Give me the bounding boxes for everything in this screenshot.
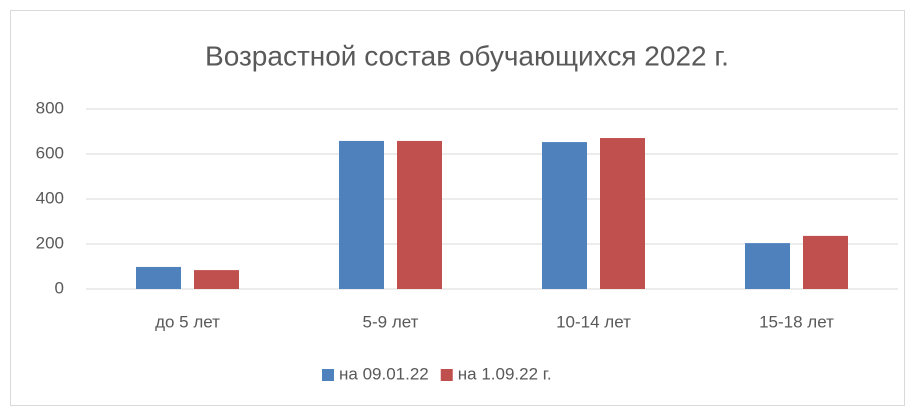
bar [397,140,442,289]
bar [803,235,848,289]
legend-label: на 09.01.22 [339,364,429,383]
chart-title: Возрастной состав обучающихся 2022 г. [205,40,729,71]
bar [136,266,181,289]
chart-border [10,10,905,406]
x-tick-label: 15-18 лет [759,312,834,331]
legend-swatch [440,369,453,381]
y-tick-label: 800 [36,98,64,117]
bar [600,138,645,289]
bar [194,270,239,289]
x-tick-label: 10-14 лет [556,312,631,331]
y-tick-label: 0 [55,278,64,297]
x-tick-label: до 5 лет [155,312,220,331]
legend-label: на 1.09.22 г. [458,364,552,383]
bar [542,142,587,289]
y-tick-label: 400 [36,188,64,207]
legend-swatch [322,369,334,381]
bar [745,243,790,289]
bar [339,140,384,289]
x-tick-label: 5-9 лет [363,312,419,331]
y-tick-label: 200 [36,233,64,252]
y-tick-label: 600 [36,143,64,162]
